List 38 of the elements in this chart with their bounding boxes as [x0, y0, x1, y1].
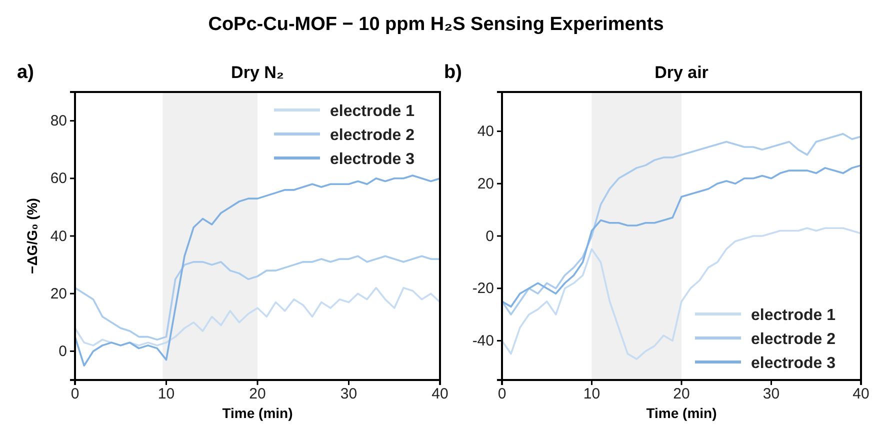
legend-label: electrode 2: [751, 331, 836, 348]
text: b): [444, 62, 462, 83]
x-tick-label: 10: [583, 386, 600, 403]
line-series: [75, 286, 440, 346]
x-axis-title: Time (min): [222, 405, 293, 421]
y-tick-label: -20: [472, 280, 494, 298]
text: CoPc-Cu-MOF − 10 ppm H₂S Sensing Experiments: [208, 14, 664, 35]
x-tick-label: 20: [249, 386, 266, 403]
text: a): [17, 62, 34, 83]
y-tick-label: 0: [486, 228, 494, 245]
x-tick-label: 10: [158, 386, 175, 403]
y-tick-label: 0: [58, 343, 67, 360]
legend-label: electrode 1: [751, 307, 836, 324]
legend-label: electrode 2: [330, 127, 415, 144]
line-series: [502, 164, 861, 308]
x-tick-label: 40: [432, 386, 448, 403]
line-series: [75, 174, 440, 366]
x-tick-label: 30: [762, 386, 780, 403]
y-tick-label: 40: [50, 228, 67, 245]
legend-label: electrode 1: [330, 103, 415, 120]
y-tick-label: -40: [472, 332, 494, 350]
y-tick-label: 20: [50, 285, 67, 302]
y-tick-label: 60: [50, 170, 67, 188]
legend-label: electrode 3: [330, 151, 415, 168]
x-tick-label: 40: [852, 386, 870, 403]
chart-title: Dry air: [654, 63, 709, 82]
chart-title: Dry N₂: [231, 63, 284, 82]
y-tick-label: 20: [477, 175, 494, 192]
y-tick-label: 40: [477, 123, 494, 140]
y-axis-title: −ΔG/G₀ (%): [24, 198, 40, 274]
x-axis-title: Time (min): [646, 405, 717, 421]
y-tick-label: 80: [50, 112, 67, 130]
legend-label: electrode 3: [751, 355, 836, 372]
x-tick-label: 30: [340, 386, 358, 403]
x-tick-label: 0: [70, 386, 80, 403]
line-series: [75, 255, 440, 341]
x-tick-label: 0: [498, 386, 506, 403]
x-tick-label: 20: [673, 386, 690, 403]
